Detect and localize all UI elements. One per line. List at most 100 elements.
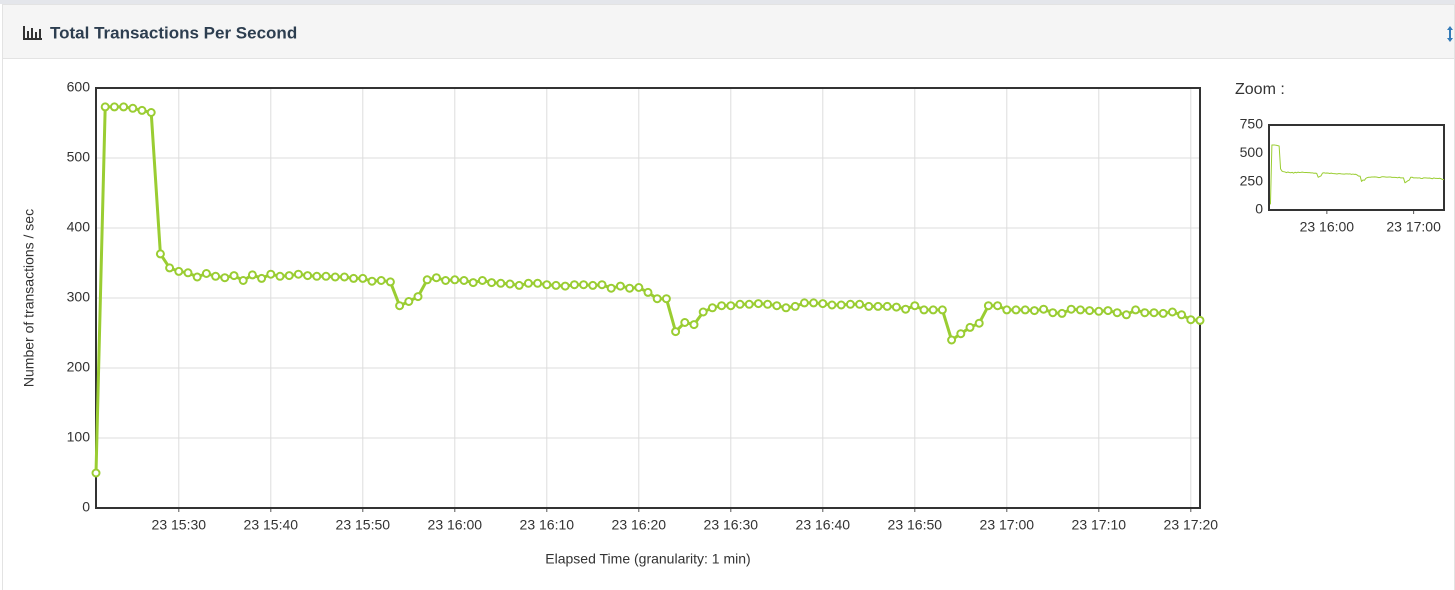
data-point	[441, 276, 451, 285]
x-tick-label: 23 17:20	[1164, 517, 1219, 533]
y-tick-label: 100	[67, 429, 91, 445]
y-tick-label: 500	[67, 149, 91, 165]
data-point	[201, 269, 211, 278]
data-point	[1186, 315, 1196, 325]
data-point	[809, 298, 819, 308]
data-point	[266, 269, 276, 279]
data-point	[855, 299, 865, 309]
data-point	[661, 294, 671, 304]
data-point	[1011, 305, 1021, 315]
data-point	[330, 272, 340, 282]
data-point	[781, 303, 791, 313]
data-point	[468, 278, 478, 288]
data-point	[459, 276, 469, 285]
data-point	[109, 102, 119, 112]
data-point	[726, 301, 736, 311]
x-tick-label: 23 16:10	[520, 517, 575, 533]
data-point	[864, 301, 874, 311]
data-point	[1002, 305, 1012, 315]
data-point	[588, 280, 598, 290]
data-point	[974, 318, 984, 328]
data-point	[597, 280, 607, 290]
data-point	[551, 280, 561, 290]
data-point	[1158, 308, 1168, 318]
data-point	[873, 301, 883, 311]
data-point	[505, 279, 515, 289]
plot-frame	[95, 87, 1201, 509]
data-point	[404, 297, 414, 306]
data-point	[1085, 306, 1095, 316]
data-point	[937, 305, 947, 315]
data-point	[928, 305, 938, 315]
data-point	[1177, 310, 1187, 320]
data-point	[1121, 310, 1131, 320]
data-point	[284, 271, 294, 281]
x-tick-label: 23 17:10	[1072, 517, 1127, 533]
data-point	[1020, 305, 1030, 315]
x-tick-label: 23 15:30	[152, 517, 207, 533]
data-point	[717, 301, 727, 311]
y-tick-label: 0	[1255, 201, 1263, 217]
data-point	[183, 268, 193, 278]
data-point	[542, 280, 552, 290]
data-point	[827, 300, 837, 310]
data-point	[919, 305, 929, 315]
data-point	[744, 299, 754, 309]
data-point	[643, 287, 653, 297]
chart-icon	[23, 26, 42, 40]
data-point	[496, 278, 506, 288]
data-point	[1039, 304, 1049, 314]
data-point	[652, 294, 662, 304]
data-point	[634, 283, 644, 292]
data-point	[1057, 308, 1067, 318]
x-tick-label: 23 16:00	[1300, 219, 1355, 235]
data-point	[275, 271, 285, 281]
data-point	[533, 278, 543, 288]
data-point	[569, 280, 579, 290]
x-tick-label: 23 16:30	[704, 517, 759, 533]
data-point	[1167, 307, 1177, 317]
x-tick-label: 23 15:40	[244, 517, 299, 533]
y-tick-label: 0	[82, 499, 90, 515]
x-tick-label: 23 16:50	[888, 517, 943, 533]
x-tick-label: 23 15:50	[336, 517, 391, 533]
data-point	[818, 299, 828, 309]
data-point	[155, 249, 165, 259]
y-tick-label: 500	[1240, 144, 1264, 160]
data-point	[735, 299, 745, 309]
data-point	[790, 301, 800, 311]
y-tick-label: 400	[67, 219, 91, 235]
y-tick-label: 250	[1240, 172, 1264, 188]
data-point	[763, 299, 773, 309]
data-point	[100, 102, 110, 112]
data-point	[229, 271, 239, 281]
x-tick-label: 23 17:00	[980, 517, 1035, 533]
data-point	[845, 299, 855, 309]
data-point	[947, 335, 957, 345]
data-point	[983, 301, 993, 311]
data-point	[321, 271, 331, 281]
data-point	[891, 302, 901, 312]
x-tick-label: 23 17:00	[1386, 219, 1441, 235]
y-tick-label: 200	[67, 359, 91, 375]
data-point	[431, 273, 441, 283]
data-point	[487, 278, 497, 288]
x-tick-label: 23 16:20	[612, 517, 667, 533]
expand-toggle[interactable]	[1447, 26, 1453, 42]
data-point	[1131, 305, 1141, 315]
data-point	[303, 271, 313, 281]
plot-frame	[1268, 124, 1445, 211]
data-point	[247, 270, 257, 280]
data-point	[358, 273, 368, 283]
data-point	[772, 301, 782, 311]
data-point	[413, 292, 423, 302]
data-point	[836, 300, 846, 310]
data-point	[965, 322, 975, 332]
data-point	[1112, 308, 1122, 318]
data-point	[993, 301, 1003, 311]
data-point	[174, 266, 184, 276]
data-point	[799, 298, 809, 308]
data-point	[1029, 306, 1039, 316]
series-line	[1269, 144, 1445, 205]
data-point	[689, 320, 699, 330]
